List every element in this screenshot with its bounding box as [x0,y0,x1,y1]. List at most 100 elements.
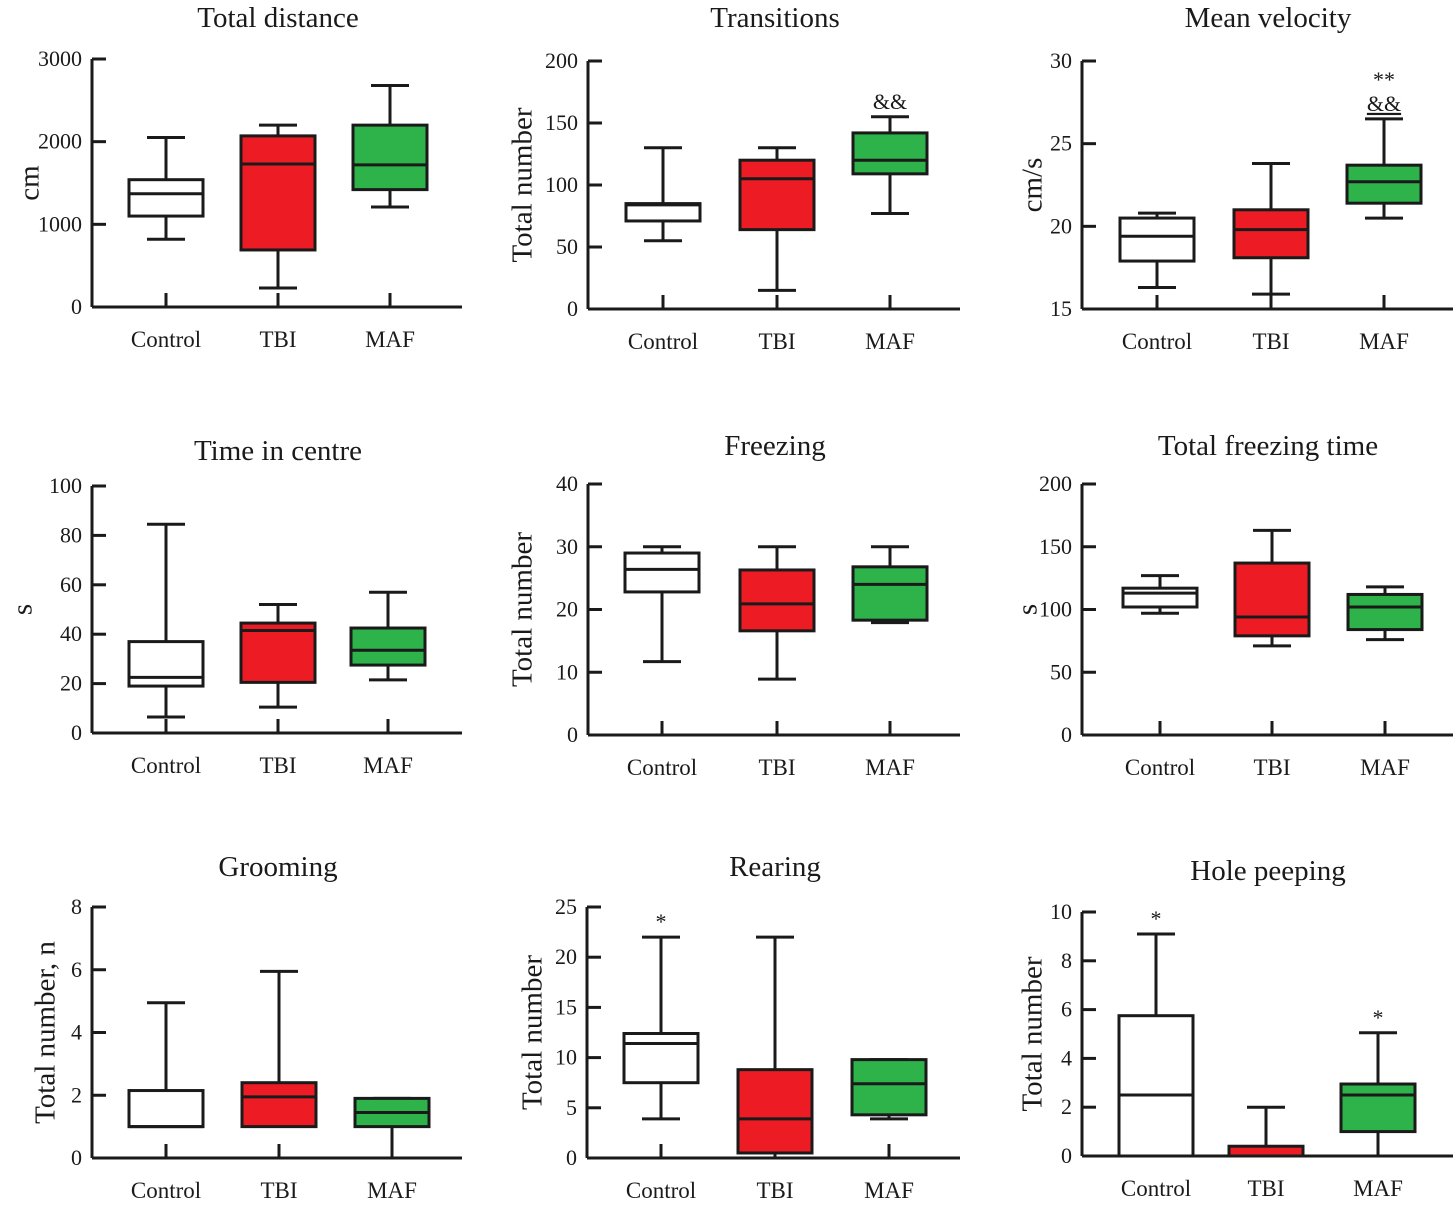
x-category-label: MAF [363,753,413,778]
y-tick-label: 100 [49,473,82,498]
box-control [127,178,205,218]
x-category-label: Control [628,329,698,354]
y-tick-label: 0 [71,720,82,745]
chart-title: Freezing [724,430,825,462]
x-category-label: Control [627,755,697,780]
y-tick-label: 6 [1061,997,1072,1022]
y-tick-label: 0 [71,294,82,319]
y-tick-label: 4 [71,1020,82,1045]
x-category-label: TBI [1252,329,1289,354]
chart-title: Total freezing time [1158,430,1378,462]
box-control [622,1032,700,1085]
x-category-label: Control [131,1178,201,1203]
y-tick-label: 0 [567,296,578,321]
y-tick-label: 10 [1050,899,1072,924]
significance-annotation: && [873,89,907,114]
y-tick-label: 25 [555,894,577,919]
y-tick-label: 20 [60,671,82,696]
y-tick-label: 0 [71,1145,82,1170]
y-tick-label: 20 [1050,213,1072,238]
box-control [1121,586,1199,609]
box-maf [349,626,427,667]
significance-annotation: * [1373,1005,1384,1030]
chart-title: Rearing [729,851,821,883]
chart-title: Time in centre [194,435,362,467]
x-category-label: TBI [259,327,296,352]
significance-annotation: && [1367,91,1401,116]
x-category-label: MAF [865,755,915,780]
x-category-label: MAF [864,1178,914,1203]
y-tick-label: 20 [555,944,577,969]
y-axis-label: s [1012,604,1044,615]
x-category-label: TBI [756,1178,793,1203]
x-category-label: Control [131,327,201,352]
x-category-label: MAF [1360,755,1410,780]
y-tick-label: 20 [556,597,578,622]
significance-annotation: * [1151,906,1162,931]
y-tick-label: 4 [1061,1045,1072,1070]
y-tick-label: 200 [1039,471,1072,496]
y-tick-label: 100 [1039,597,1072,622]
y-tick-label: 15 [555,994,577,1019]
y-axis-label: Total number [507,107,539,262]
y-axis-label: Total number [1017,956,1049,1111]
box-tbi [1232,208,1310,260]
x-category-label: Control [1122,329,1192,354]
x-category-label: MAF [865,329,915,354]
y-tick-label: 50 [1050,659,1072,684]
box-control [127,640,205,688]
y-tick-label: 150 [1039,534,1072,559]
y-axis-label: cm [14,165,46,201]
box-control [1118,216,1196,263]
x-category-label: TBI [758,755,795,780]
x-category-label: TBI [1253,755,1290,780]
y-tick-label: 40 [556,471,578,496]
chart-title: Transitions [710,2,839,34]
y-tick-label: 80 [60,522,82,547]
y-tick-label: 50 [556,234,578,259]
x-category-label: MAF [1359,329,1409,354]
x-category-label: Control [1125,755,1195,780]
significance-annotation: * [656,909,667,934]
x-category-label: Control [1121,1176,1191,1201]
box-control [1117,1014,1195,1158]
y-tick-label: 8 [71,894,82,919]
box-maf [850,1058,928,1117]
box-maf [1345,163,1423,205]
x-category-label: TBI [259,753,296,778]
y-tick-label: 0 [566,1145,577,1170]
y-tick-label: 6 [71,957,82,982]
y-axis-label: cm/s [1017,158,1049,213]
y-tick-label: 30 [1050,48,1072,73]
box-maf [1339,1082,1417,1134]
y-tick-label: 3000 [38,46,82,71]
y-tick-label: 2 [1061,1094,1072,1119]
y-tick-label: 2000 [38,129,82,154]
y-tick-label: 150 [545,110,578,135]
x-category-label: TBI [1247,1176,1284,1201]
y-tick-label: 100 [545,172,578,197]
chart-title: Grooming [218,851,337,883]
y-axis-label: s [7,604,39,615]
significance-annotation: ** [1373,67,1395,92]
box-tbi [736,1068,814,1155]
chart-title: Mean velocity [1185,2,1352,34]
y-tick-label: 60 [60,572,82,597]
chart-title: Total distance [197,2,358,34]
y-axis-label: Total number [507,532,539,687]
box-control [623,551,701,594]
y-tick-label: 10 [555,1045,577,1070]
y-tick-label: 10 [556,659,578,684]
y-tick-label: 30 [556,534,578,559]
y-tick-label: 15 [1050,296,1072,321]
box-tbi [738,158,816,232]
box-tbi [239,621,317,684]
y-tick-label: 25 [1050,131,1072,156]
x-category-label: TBI [758,329,795,354]
box-maf [1346,592,1424,632]
x-category-label: MAF [367,1178,417,1203]
y-tick-label: 8 [1061,948,1072,973]
box-tbi [239,134,317,252]
